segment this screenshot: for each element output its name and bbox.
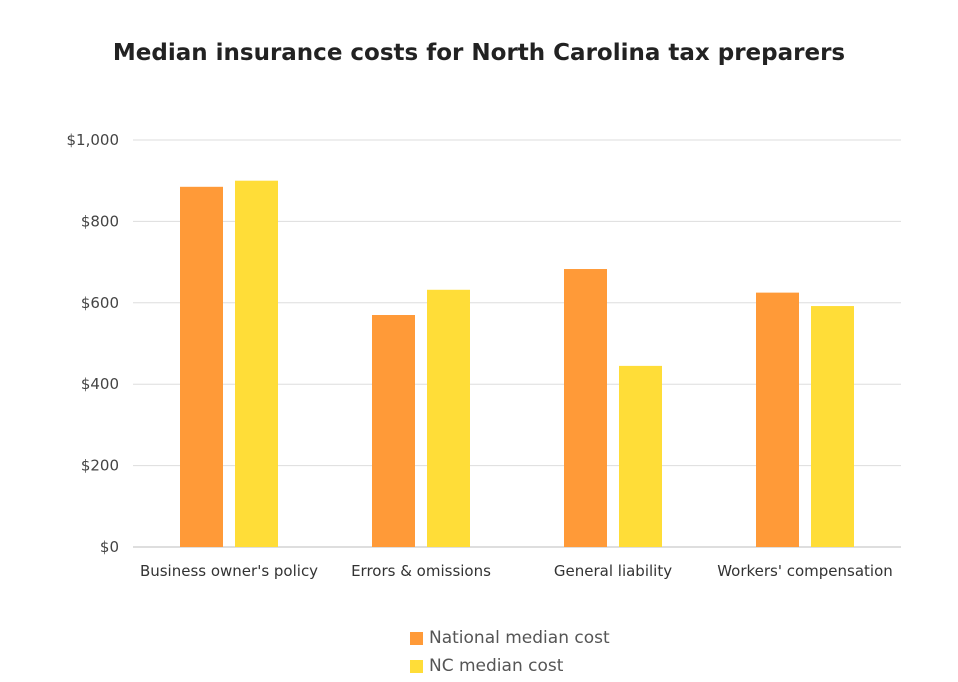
bar-national bbox=[756, 292, 799, 547]
y-axis-ticks: $0 $200 $400 $600 $800 $1,000 bbox=[67, 131, 120, 556]
chart-title: Median insurance costs for North Carolin… bbox=[112, 40, 846, 66]
y-tick-label: $200 bbox=[81, 457, 119, 475]
bar-nc bbox=[235, 180, 278, 547]
x-category-label: Errors & omissions bbox=[351, 562, 491, 580]
bar-nc bbox=[427, 289, 470, 547]
legend: National median cost NC median cost bbox=[410, 624, 610, 680]
legend-label-national: National median cost bbox=[429, 628, 610, 648]
y-tick-label: $1,000 bbox=[67, 131, 120, 149]
legend-label-nc: NC median cost bbox=[429, 656, 564, 676]
legend-item-national: National median cost bbox=[410, 624, 610, 652]
x-category-label: General liability bbox=[554, 562, 672, 580]
x-category-label: Business owner's policy bbox=[140, 562, 318, 580]
bar-nc bbox=[811, 306, 854, 547]
bar-national bbox=[372, 315, 415, 547]
legend-item-nc: NC median cost bbox=[410, 652, 610, 680]
x-category-label: Workers' compensation bbox=[717, 562, 893, 580]
y-tick-label: $400 bbox=[81, 375, 119, 393]
bar-chart: $0 $200 $400 $600 $800 $1,000 Business owner'… bbox=[67, 131, 901, 580]
y-tick-label: $0 bbox=[100, 538, 119, 556]
bar-nc bbox=[619, 365, 662, 547]
x-axis-categories: Business owner's policy Errors & omission… bbox=[140, 562, 893, 580]
y-tick-label: $600 bbox=[81, 294, 119, 312]
legend-swatch-national bbox=[410, 631, 423, 645]
bar-national bbox=[564, 269, 607, 547]
y-tick-label: $800 bbox=[81, 212, 119, 230]
bars bbox=[180, 180, 854, 547]
legend-swatch-nc bbox=[410, 659, 423, 673]
bar-national bbox=[180, 186, 223, 547]
